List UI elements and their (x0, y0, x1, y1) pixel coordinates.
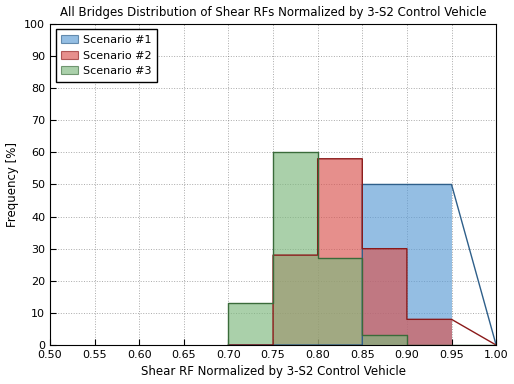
X-axis label: Shear RF Normalized by 3-S2 Control Vehicle: Shear RF Normalized by 3-S2 Control Vehi… (140, 366, 406, 379)
Title: All Bridges Distribution of Shear RFs Normalized by 3-S2 Control Vehicle: All Bridges Distribution of Shear RFs No… (60, 5, 486, 18)
Y-axis label: Frequency [%]: Frequency [%] (6, 142, 19, 227)
Legend: Scenario #1, Scenario #2, Scenario #3: Scenario #1, Scenario #2, Scenario #3 (56, 30, 157, 82)
